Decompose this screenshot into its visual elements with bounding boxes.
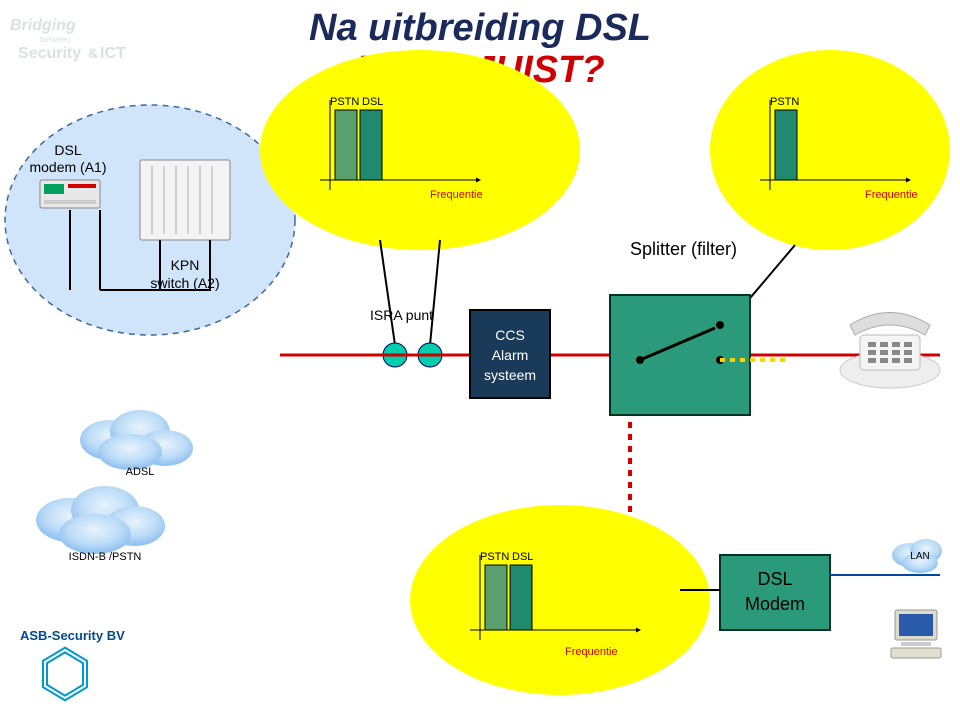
dsl-modem-label1: DSL (54, 142, 81, 158)
footer-logo: ASB-Security BV (20, 628, 125, 698)
svg-text:ISDN-B /PSTN: ISDN-B /PSTN (69, 551, 142, 563)
lan-cloud: LAN (892, 539, 942, 573)
phone-icon (840, 313, 940, 389)
svg-text:PSTN: PSTN (480, 551, 509, 563)
freq-bubble-3: PSTN DSL Frequentie (410, 505, 710, 695)
svg-text:ICT: ICT (100, 45, 126, 62)
svg-text:Frequentie: Frequentie (565, 646, 618, 658)
svg-text:DSL: DSL (512, 551, 533, 563)
svg-text:systeem: systeem (484, 367, 536, 383)
freq-bubble-2: PSTN Frequentie (710, 50, 950, 250)
isra-label: ISRA punt (370, 307, 433, 323)
svg-text:Modem: Modem (745, 594, 805, 614)
freq-bubble-1: PSTN DSL Frequentie (260, 50, 580, 250)
svg-text:Bridging: Bridging (10, 17, 76, 34)
svg-text:LAN: LAN (910, 551, 929, 562)
splitter-box (610, 295, 750, 415)
kpn-label1: KPN (171, 257, 200, 273)
svg-text:DSL: DSL (757, 569, 792, 589)
central-office-group: DSL modem (A1) KPN switch (A2) (5, 105, 295, 335)
title-line1: Na uitbreiding DSL (309, 7, 651, 49)
ccs-box: CCS Alarm systeem (470, 310, 550, 398)
dsl-modem-box: DSL Modem (720, 555, 830, 630)
svg-text:Frequentie: Frequentie (430, 189, 483, 201)
computer-icon (891, 610, 941, 658)
svg-text:PSTN: PSTN (330, 96, 359, 108)
svg-text:between: between (40, 35, 70, 44)
svg-text:Security: Security (18, 45, 81, 62)
splitter-label: Splitter (filter) (630, 239, 737, 259)
svg-text:DSL: DSL (362, 96, 383, 108)
svg-text:ASB-Security BV: ASB-Security BV (20, 628, 125, 643)
svg-text:Frequentie: Frequentie (865, 189, 918, 201)
adsl-cloud: ADSL (80, 410, 193, 478)
dsl-modem-label2: modem (A1) (29, 159, 106, 175)
svg-text:CCS: CCS (495, 327, 525, 343)
brand-watermark: Bridging between Security & ICT (10, 17, 126, 62)
svg-text:Alarm: Alarm (492, 347, 529, 363)
svg-text:PSTN: PSTN (770, 96, 799, 108)
svg-text:&: & (88, 45, 98, 61)
isdn-cloud: ISDN-B /PSTN (36, 486, 165, 563)
svg-text:ADSL: ADSL (126, 466, 155, 478)
